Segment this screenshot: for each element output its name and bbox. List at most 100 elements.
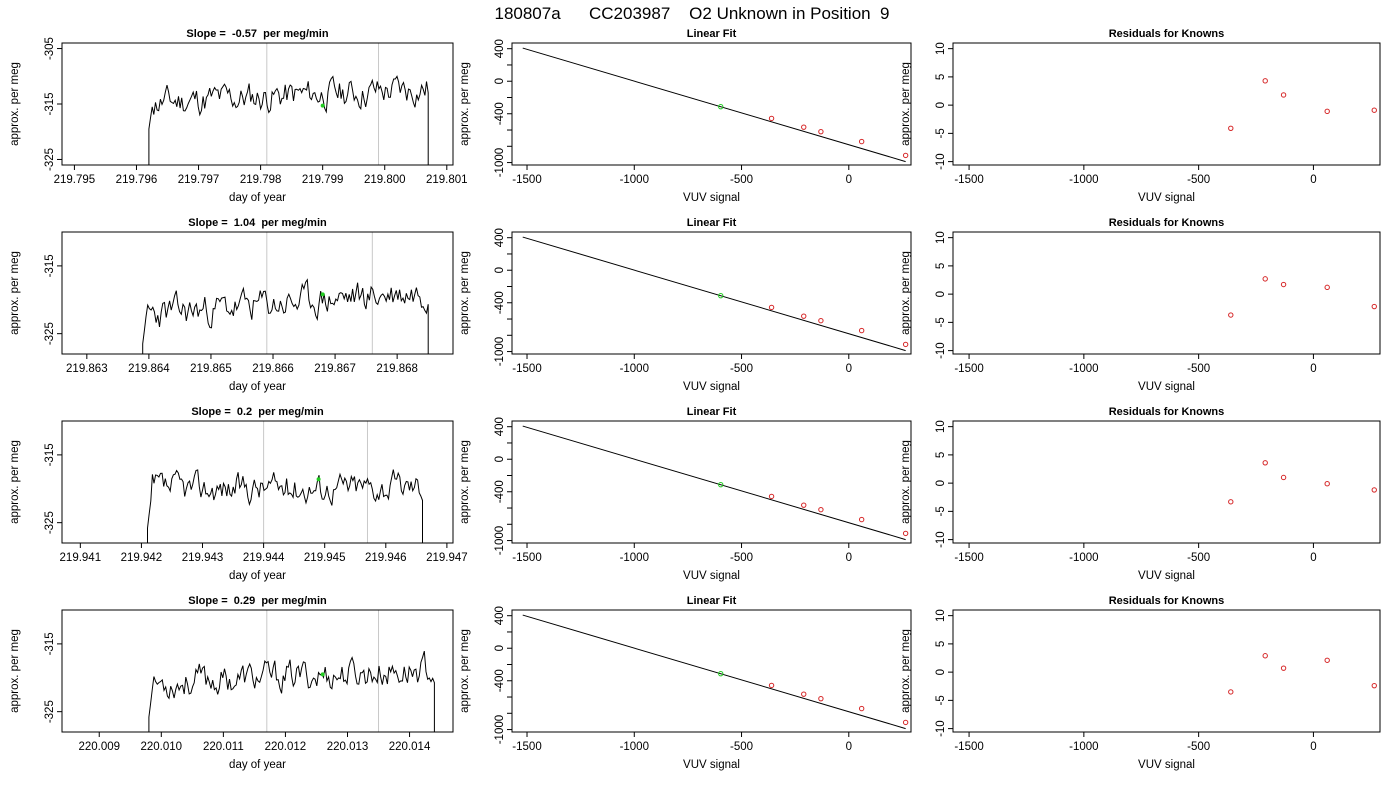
y-axis-label: approx. per meg [9,251,21,335]
y-tick-label: 0 [494,78,506,84]
x-tick-label: -1500 [954,363,983,375]
y-axis-label: approx. per meg [459,440,471,524]
fit-line [522,614,906,730]
y-tick-label: 0 [935,102,947,108]
residual-point [1228,312,1234,318]
x-tick-label: 219.947 [426,552,468,564]
residual-point [1228,499,1234,505]
y-axis-label: approx. per meg [459,62,471,146]
panel-title: Slope = 0.29 per meg/min [188,595,327,607]
y-axis-label: approx. per meg [9,440,21,524]
x-tick-label: 219.863 [66,363,108,375]
x-tick-label: -1000 [620,363,649,375]
x-tick-label: 0 [1310,741,1316,753]
x-tick-label: -500 [730,174,753,186]
panel-grid: Slope = -0.57 per meg/min 219.795 219.796 2… [9,28,1381,771]
x-tick-label: -500 [730,552,753,564]
residual-point [1371,682,1377,689]
x-tick-label: 0 [846,174,852,186]
x-tick-label: 219.797 [178,174,220,186]
plot-frame [952,609,1381,733]
residual-point [1371,107,1377,113]
fit-line [522,236,906,352]
x-tick-label: 219.946 [365,552,407,564]
plot-area [147,421,423,543]
y-tick-label: -315 [44,254,56,277]
plot-frame [61,42,454,166]
x-axis-label: VUV signal [1138,570,1195,582]
x-tick-label: 220.014 [389,741,431,753]
y-tick-label: 5 [935,263,947,269]
panel-1-2: Residuals for Knowns -1500 -1000 -500 0 10 5 0 -… [900,217,1381,393]
y-tick-label: -400 [494,102,506,125]
known-point [902,341,909,348]
x-tick-label: 220.009 [78,741,120,753]
x-tick-label: 0 [846,741,852,753]
x-tick-label: 219.945 [304,552,346,564]
panel-3-0: Slope = 0.29 per meg/min 220.009 220.010 22… [9,595,454,771]
x-tick-label: 0 [846,552,852,564]
x-tick-label: 219.864 [128,363,170,375]
x-tick-label: 219.865 [190,363,232,375]
residual-point [1280,665,1287,671]
y-tick-label: -10 [935,531,947,548]
y-axis-label: approx. per meg [9,62,21,146]
x-tick-label: -500 [1187,552,1210,564]
known-point [818,128,824,135]
x-tick-label: 219.798 [240,174,282,186]
x-tick-label: -1500 [954,741,983,753]
x-axis-label: day of year [229,759,286,771]
x-tick-label: 219.796 [116,174,158,186]
residual-point [1324,284,1330,291]
signal-trace [148,75,429,165]
panel-title: Slope = -0.57 per meg/min [186,28,328,40]
unknown-point [718,670,724,677]
plot-frame [511,42,912,166]
y-tick-label: 0 [494,267,506,273]
y-tick-label: -10 [935,720,947,737]
plot-frame [952,231,1381,355]
y-axis-label: approx. per meg [459,251,471,335]
residual-point [1371,303,1377,310]
y-tick-label: -10 [935,342,947,359]
x-tick-label: -1500 [954,174,983,186]
known-point [902,530,909,537]
plot-frame [61,231,454,355]
unknown-point [718,292,724,299]
x-tick-label: 219.795 [54,174,96,186]
known-point [818,506,824,513]
x-axis-label: VUV signal [683,192,740,204]
y-tick-label: -400 [494,291,506,314]
panel-title: Linear Fit [687,406,737,418]
known-point [801,502,807,508]
x-tick-label: -500 [1187,174,1210,186]
plot-area [1228,276,1377,318]
y-tick-label: -1000 [494,526,506,555]
y-tick-label: -315 [44,92,56,115]
panel-title: Residuals for Knowns [1109,217,1225,229]
x-tick-label: 219.943 [182,552,224,564]
y-tick-label: 5 [935,641,947,647]
y-tick-label: 10 [935,420,947,433]
unknown-marker [320,103,325,108]
x-tick-label: -500 [730,363,753,375]
y-axis-label: approx. per meg [9,629,21,713]
panel-2-1: Linear Fit -1500 -1000 -500 0 400 0 -400 -1000 VU… [459,406,912,582]
x-tick-label: -1000 [1069,741,1098,753]
x-tick-label: 0 [1310,552,1316,564]
known-point [902,152,909,159]
x-axis-label: VUV signal [1138,759,1195,771]
x-axis-label: day of year [229,570,286,582]
x-tick-label: -1500 [512,363,541,375]
x-tick-label: 0 [1310,174,1316,186]
y-tick-label: 400 [494,228,506,247]
y-tick-label: 400 [494,417,506,436]
x-tick-label: -1000 [620,552,649,564]
panel-title: Slope = 0.2 per meg/min [191,406,324,418]
y-tick-label: 10 [935,42,947,55]
residual-point [1262,653,1268,659]
y-axis-label: approx. per meg [900,62,912,146]
known-point [768,304,775,311]
x-tick-label: 219.867 [314,363,356,375]
plot-frame [952,420,1381,544]
